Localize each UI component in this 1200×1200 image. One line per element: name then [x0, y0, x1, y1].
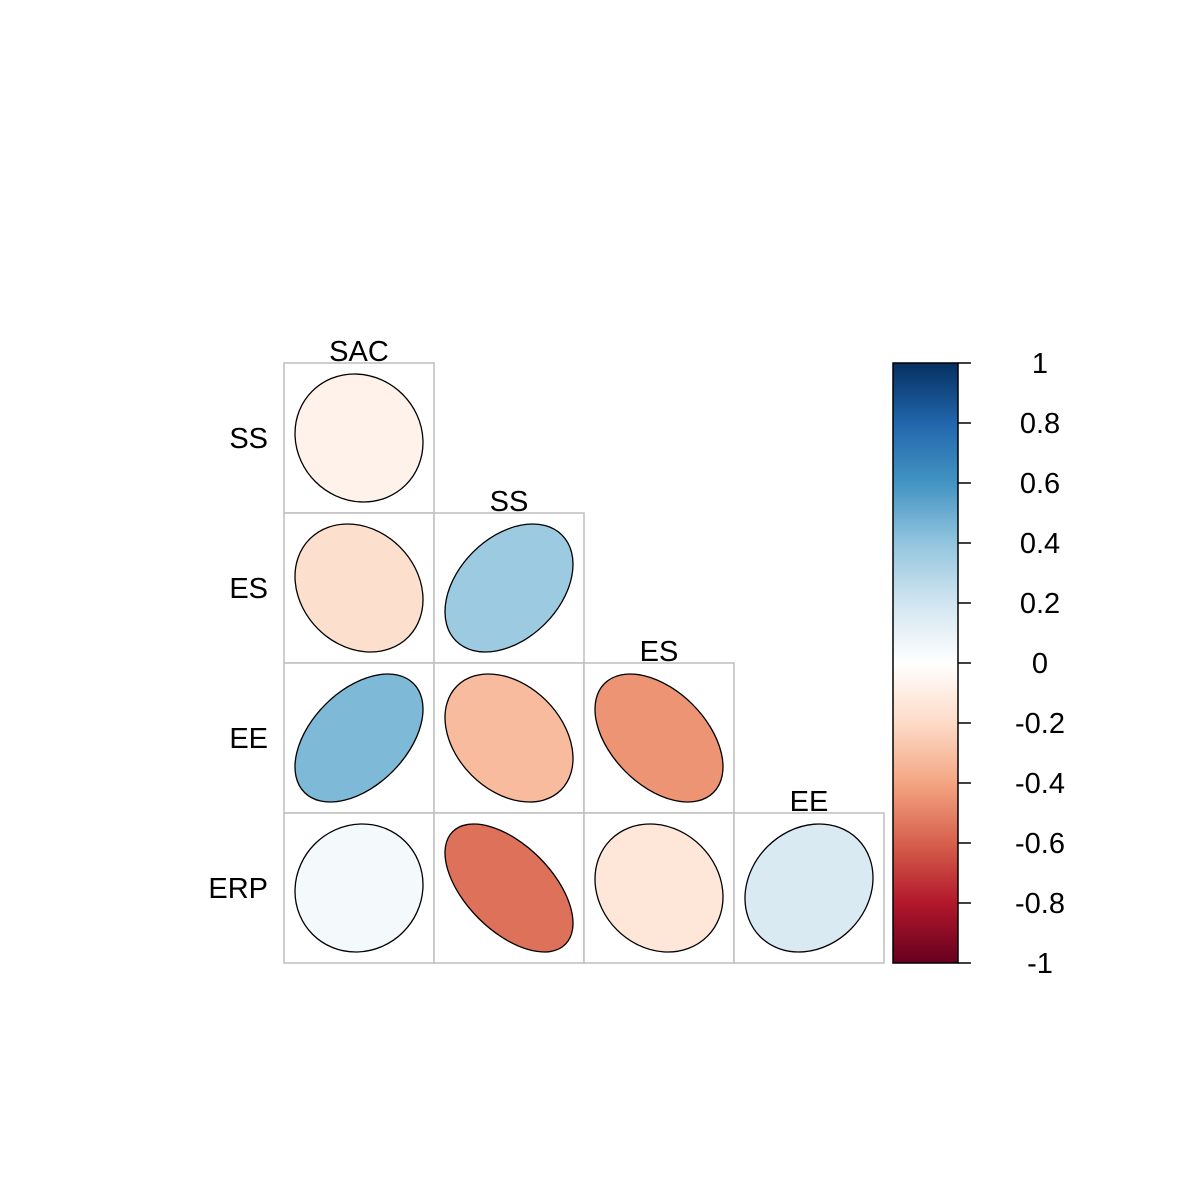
correlation-ellipse	[294, 373, 424, 503]
colorbar-tick-label: 0	[1032, 648, 1048, 680]
row-label: SS	[229, 423, 268, 455]
correlation-ellipse	[444, 673, 574, 803]
colorbar-tick-label: 0.8	[1020, 408, 1060, 440]
colorbar-tick-label: -0.8	[1015, 888, 1065, 920]
correlation-ellipse	[594, 823, 724, 953]
correlation-ellipse	[294, 673, 424, 803]
correlation-ellipse	[444, 523, 574, 653]
column-label: SAC	[329, 336, 389, 368]
colorbar-tick-label: 0.4	[1020, 528, 1060, 560]
colorbar-tick-label: 0.6	[1020, 468, 1060, 500]
column-label: EE	[790, 786, 829, 818]
colorbar-tick-label: -0.6	[1015, 828, 1065, 860]
correlation-ellipse	[744, 823, 874, 953]
colorbar-tick-label: -0.4	[1015, 768, 1065, 800]
colorbar: 1 0.8 0.6 0.4 0.2 0 -0.2 -0.4 -0.6 -0.8 -1	[892, 348, 1065, 980]
row-label: ES	[229, 573, 268, 605]
row-label: EE	[229, 723, 268, 755]
colorbar-tick-label: 0.2	[1020, 588, 1060, 620]
column-label: SS	[490, 486, 529, 518]
colorbar-tick-label: -1	[1027, 948, 1053, 980]
colorbar-gradient	[892, 362, 959, 964]
correlation-ellipse	[594, 673, 724, 803]
correlation-ellipse	[294, 523, 424, 653]
row-labels: SS ES EE ERP	[208, 423, 268, 905]
row-label: ERP	[208, 873, 268, 905]
correlation-ellipse	[294, 823, 424, 953]
column-labels: SAC SS ES EE	[329, 336, 828, 818]
column-label: ES	[640, 636, 679, 668]
colorbar-tick-label: -0.2	[1015, 708, 1065, 740]
correlation-ellipse	[444, 823, 574, 953]
ellipse-layer	[294, 373, 874, 953]
colorbar-tick-label: 1	[1032, 348, 1048, 380]
